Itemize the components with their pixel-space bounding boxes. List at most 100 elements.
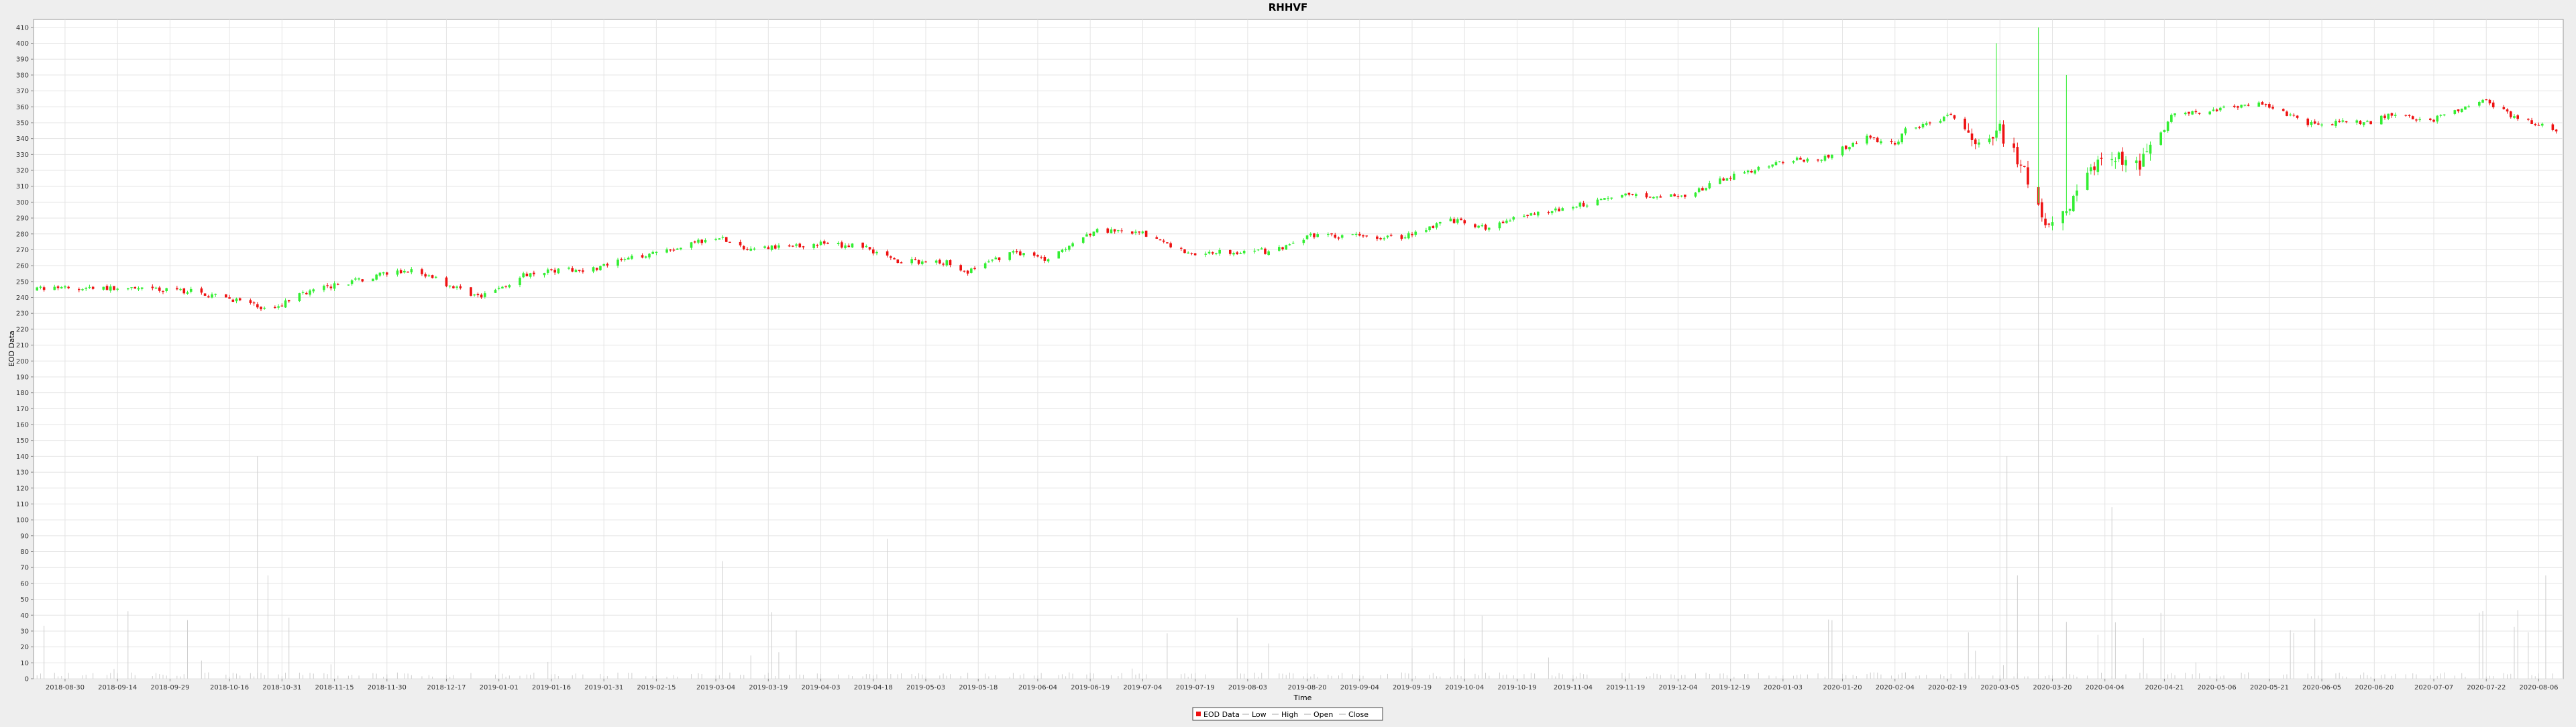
- candle-body: [2411, 116, 2414, 119]
- candle-body: [2125, 160, 2127, 166]
- legend-item-close: Close: [1348, 710, 1368, 719]
- candle-body: [81, 289, 84, 290]
- candle-body: [1159, 239, 1162, 241]
- candle-body: [1624, 193, 1627, 196]
- x-tick-label: 2019-04-18: [854, 684, 893, 691]
- candle-body: [1876, 137, 1879, 143]
- candle-body: [672, 249, 676, 251]
- candle-body: [42, 287, 46, 290]
- candle-body: [410, 269, 413, 273]
- candle-body: [2317, 123, 2320, 125]
- candle-body: [655, 251, 658, 254]
- candle-body: [2194, 111, 2198, 113]
- candle-body: [1411, 233, 1413, 235]
- candle-body: [1215, 253, 1218, 254]
- candle-body: [1183, 249, 1186, 254]
- candle-body: [1089, 233, 1091, 235]
- y-tick-label: 380: [16, 72, 29, 79]
- candle-body: [1621, 195, 1623, 198]
- candle-body: [571, 268, 574, 272]
- candle-body: [421, 269, 423, 274]
- candle-body: [1057, 251, 1061, 259]
- candle-body: [2159, 132, 2162, 145]
- candle-body: [2457, 109, 2460, 111]
- candle-body: [896, 259, 900, 264]
- candle-body: [543, 272, 546, 276]
- candle-body: [484, 293, 486, 297]
- candle-body: [1635, 194, 1638, 197]
- legend-box: [1192, 707, 1383, 721]
- candle-body: [1040, 257, 1042, 258]
- candle-body: [1610, 197, 1613, 199]
- candle-body: [1880, 141, 1882, 144]
- y-tick-label: 180: [16, 390, 29, 397]
- candle-body: [1288, 244, 1291, 245]
- y-tick-label: 370: [16, 88, 29, 95]
- candle-body: [459, 286, 462, 288]
- candle-body: [1340, 235, 1344, 238]
- candle-body: [60, 286, 63, 289]
- candle-body: [1680, 195, 1683, 197]
- candle-body: [1452, 219, 1456, 223]
- candle-body: [109, 286, 112, 291]
- candle-body: [2286, 111, 2288, 116]
- candle-body: [1599, 199, 1603, 201]
- y-tick-label: 50: [20, 596, 29, 604]
- candle-body: [378, 272, 382, 276]
- y-tick-label: 230: [16, 311, 29, 318]
- candle-body: [1803, 160, 1805, 162]
- candle-body: [1113, 229, 1116, 232]
- candle-body: [333, 283, 336, 289]
- candle-body: [424, 274, 427, 277]
- x-tick-label: 2018-08-30: [46, 684, 85, 691]
- candle-body: [1953, 115, 1956, 119]
- candle-body: [1949, 113, 1953, 115]
- candle-body: [2166, 121, 2169, 131]
- candle-body: [1554, 208, 1557, 211]
- y-tick-label: 310: [16, 183, 29, 190]
- candle-body: [2362, 122, 2365, 125]
- candle-body: [1358, 233, 1361, 236]
- candle-body: [1449, 218, 1452, 221]
- candle-body: [1572, 207, 1574, 209]
- x-tick-label: 2019-01-16: [532, 684, 571, 691]
- candle-body: [606, 264, 609, 266]
- candle-body: [2090, 167, 2092, 172]
- candle-body: [1708, 183, 1711, 188]
- candle-body: [78, 288, 80, 290]
- candle-body: [1512, 217, 1515, 220]
- candle-body: [885, 251, 889, 256]
- x-tick-label: 2020-05-21: [2250, 684, 2289, 691]
- candle-body: [2093, 166, 2096, 170]
- candle-body: [375, 274, 378, 280]
- candle-body: [1725, 178, 1729, 181]
- candle-body: [1561, 208, 1564, 211]
- candle-body: [200, 288, 203, 293]
- candle-body: [2068, 209, 2072, 211]
- candle-body: [1943, 117, 1945, 121]
- candle-body: [2145, 151, 2149, 152]
- candle-body: [1578, 203, 1582, 207]
- candle-body: [1550, 211, 1554, 213]
- candle-body: [1684, 194, 1686, 197]
- candle-body: [2076, 190, 2078, 196]
- candle-body: [1187, 252, 1190, 254]
- candle-body: [1166, 242, 1169, 243]
- candle-body: [1477, 225, 1480, 228]
- candle-body: [2355, 120, 2359, 123]
- candle-body: [1915, 127, 1917, 129]
- x-tick-label: 2019-07-19: [1176, 684, 1215, 691]
- candle-body: [151, 286, 154, 288]
- volume-bars: [36, 27, 2553, 679]
- candle-body: [165, 288, 168, 292]
- candle-body: [211, 294, 213, 298]
- candle-body: [1848, 147, 1851, 150]
- candle-body: [1302, 239, 1305, 243]
- candle-body: [2491, 102, 2495, 108]
- x-axis-label: Time: [1293, 693, 1312, 702]
- y-tick-label: 20: [20, 644, 29, 651]
- candle-body: [2257, 102, 2261, 107]
- candle-body: [966, 270, 969, 274]
- candle-body: [347, 284, 350, 286]
- y-tick-label: 160: [16, 422, 29, 429]
